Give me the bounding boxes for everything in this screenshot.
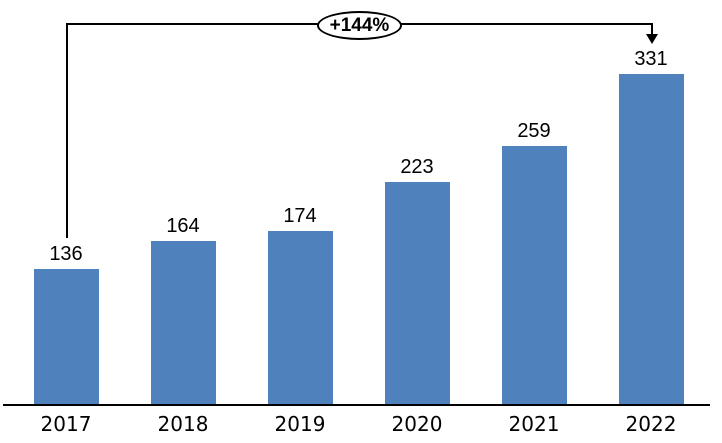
category-label-2021: 2021	[508, 412, 560, 436]
category-label-2018: 2018	[157, 412, 209, 436]
arrow-down-icon	[646, 34, 658, 44]
value-label-2018: 164	[166, 215, 200, 237]
category-label-2019: 2019	[274, 412, 326, 436]
bar-2022	[618, 74, 684, 405]
x-axis-line	[3, 404, 710, 406]
value-label-2022: 331	[634, 48, 668, 70]
bar-2020	[384, 182, 450, 405]
value-label-2021: 259	[517, 120, 551, 142]
bar-2018	[150, 241, 216, 405]
value-label-2020: 223	[400, 156, 434, 178]
category-label-2020: 2020	[391, 412, 443, 436]
bar-2019	[267, 231, 333, 405]
bar-2021	[501, 146, 567, 405]
annotation-bracket-right-line	[651, 23, 653, 35]
growth-annotation-ellipse: +144%	[317, 11, 402, 40]
annotation-bracket-left-line	[66, 23, 68, 238]
growth-annotation-label: +144%	[329, 14, 390, 36]
category-label-2022: 2022	[625, 412, 677, 436]
value-label-2019: 174	[283, 205, 317, 227]
category-label-2017: 2017	[40, 412, 92, 436]
value-label-2017: 136	[49, 243, 83, 265]
bar-2017	[33, 269, 99, 405]
